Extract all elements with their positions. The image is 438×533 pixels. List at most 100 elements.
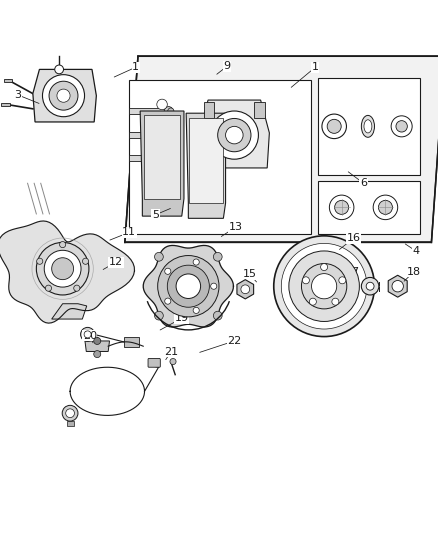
Circle shape (366, 282, 374, 290)
Circle shape (74, 285, 80, 291)
Bar (318, 78, 420, 174)
Circle shape (165, 268, 171, 274)
Circle shape (155, 253, 163, 261)
Circle shape (170, 359, 176, 365)
Text: 7: 7 (196, 171, 203, 180)
Polygon shape (125, 56, 438, 243)
Ellipse shape (364, 120, 372, 133)
Circle shape (55, 65, 64, 74)
Circle shape (168, 155, 174, 161)
Bar (318, 181, 420, 233)
Bar (129, 108, 169, 114)
Circle shape (329, 195, 354, 220)
Circle shape (44, 251, 81, 287)
Circle shape (302, 277, 309, 284)
Polygon shape (199, 100, 269, 168)
Polygon shape (4, 78, 12, 82)
Circle shape (289, 251, 359, 321)
Circle shape (392, 280, 403, 292)
Polygon shape (0, 221, 134, 323)
Circle shape (155, 311, 163, 320)
Circle shape (327, 119, 341, 133)
Circle shape (391, 116, 412, 137)
Bar (129, 155, 169, 161)
Polygon shape (186, 113, 226, 219)
Circle shape (164, 154, 173, 162)
Circle shape (168, 132, 174, 138)
Circle shape (36, 243, 89, 295)
Text: 1: 1 (132, 62, 139, 72)
Text: 18: 18 (407, 266, 421, 277)
Text: 12: 12 (109, 257, 123, 267)
Bar (129, 80, 311, 233)
Circle shape (37, 258, 43, 264)
Circle shape (361, 278, 379, 295)
Polygon shape (140, 111, 184, 216)
Circle shape (339, 277, 346, 284)
Circle shape (52, 258, 74, 280)
Polygon shape (52, 304, 87, 319)
Text: 9: 9 (223, 61, 230, 71)
Polygon shape (85, 341, 110, 351)
Text: 21: 21 (164, 347, 178, 357)
Circle shape (213, 253, 222, 261)
Text: 4: 4 (413, 246, 420, 256)
Circle shape (321, 263, 328, 271)
Circle shape (281, 244, 367, 329)
Bar (129, 132, 169, 138)
Circle shape (301, 263, 347, 309)
Text: 20: 20 (83, 330, 97, 341)
Text: 5: 5 (152, 210, 159, 220)
Circle shape (81, 327, 95, 342)
Circle shape (168, 108, 174, 114)
Circle shape (164, 131, 173, 140)
Polygon shape (237, 280, 254, 299)
FancyBboxPatch shape (148, 359, 160, 367)
Circle shape (218, 118, 251, 152)
Circle shape (210, 111, 258, 159)
Circle shape (396, 120, 407, 132)
Circle shape (66, 409, 74, 418)
Text: 17: 17 (346, 266, 360, 277)
Text: 10: 10 (157, 122, 171, 131)
Polygon shape (143, 246, 233, 327)
Circle shape (164, 107, 173, 115)
Polygon shape (189, 118, 223, 203)
Circle shape (322, 114, 346, 139)
Circle shape (335, 200, 349, 214)
Circle shape (213, 311, 222, 320)
Circle shape (94, 351, 101, 358)
Circle shape (378, 200, 392, 214)
Circle shape (84, 331, 91, 338)
Circle shape (176, 274, 201, 298)
Circle shape (82, 258, 88, 264)
Circle shape (62, 405, 78, 421)
Polygon shape (388, 275, 407, 297)
Circle shape (94, 337, 101, 344)
Circle shape (311, 273, 337, 299)
Polygon shape (1, 103, 10, 106)
Circle shape (42, 75, 85, 117)
Text: 8: 8 (153, 153, 160, 163)
Text: 16: 16 (347, 233, 361, 243)
Polygon shape (254, 102, 265, 118)
Bar (124, 336, 139, 347)
Circle shape (167, 265, 209, 307)
Text: 19: 19 (175, 313, 189, 323)
Circle shape (158, 255, 219, 317)
Circle shape (211, 283, 217, 289)
Circle shape (57, 89, 70, 102)
Text: 22: 22 (227, 336, 241, 346)
Polygon shape (33, 69, 96, 122)
Bar (67, 421, 74, 426)
Circle shape (193, 259, 199, 265)
Text: 6: 6 (360, 178, 367, 188)
Circle shape (60, 241, 66, 248)
Circle shape (49, 81, 78, 110)
Polygon shape (204, 102, 214, 118)
Polygon shape (144, 115, 180, 199)
Text: 1: 1 (312, 62, 319, 72)
Circle shape (373, 195, 398, 220)
Ellipse shape (361, 115, 374, 138)
Circle shape (157, 99, 167, 110)
